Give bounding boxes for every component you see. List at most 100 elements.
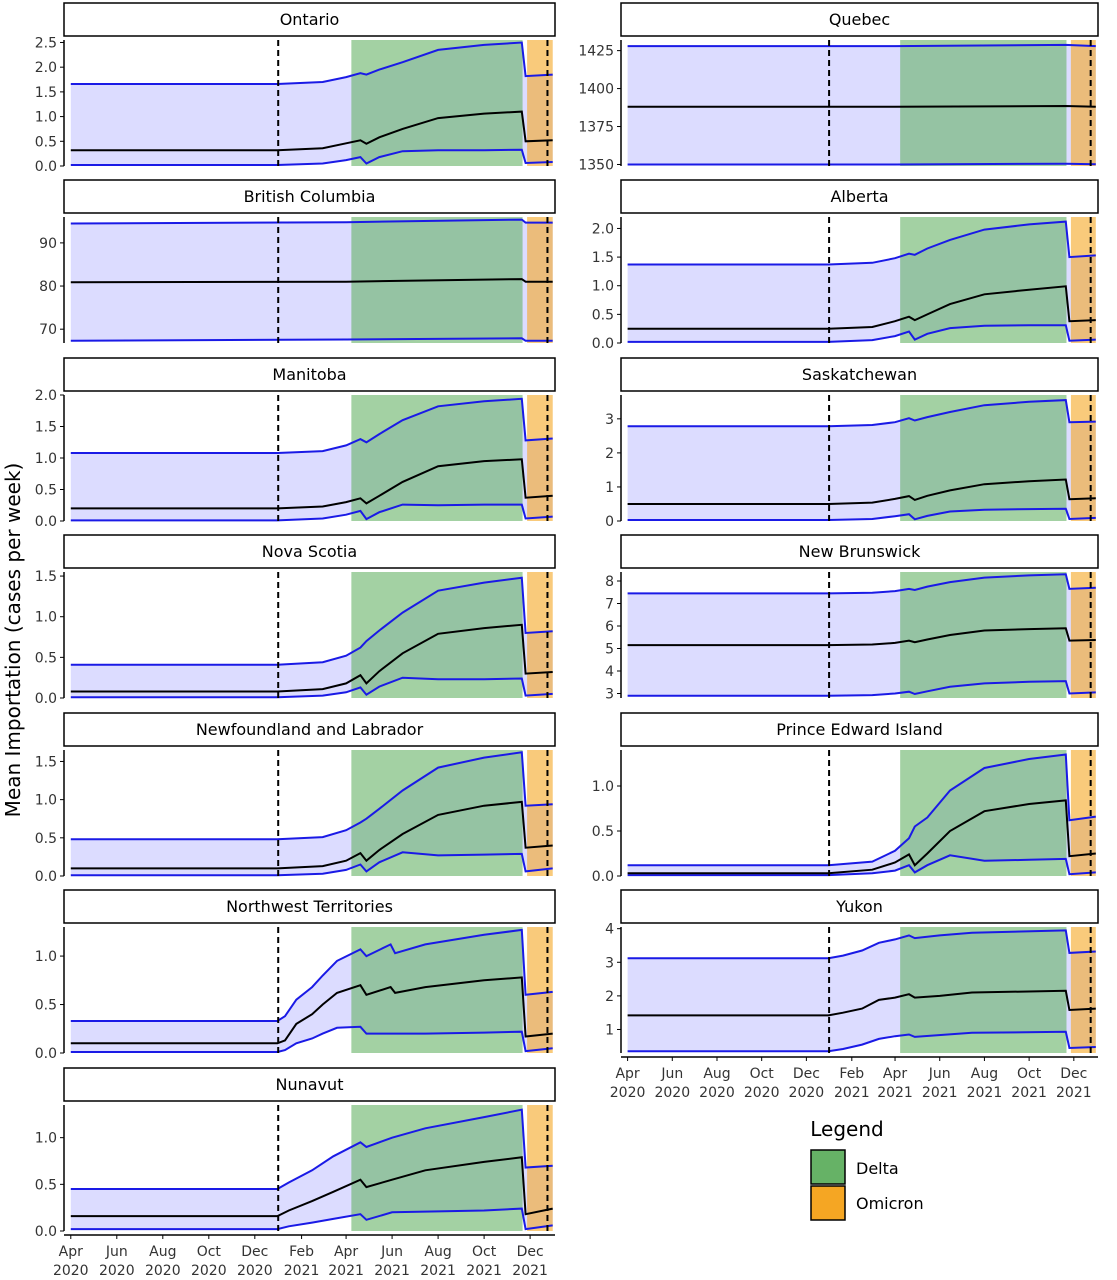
legend: Legend Delta Omicron	[810, 1117, 924, 1221]
mean-line	[627, 478, 1096, 505]
panel-title: British Columbia	[244, 187, 376, 206]
upper-bound-line	[627, 929, 1096, 960]
panel-strip	[63, 357, 556, 392]
x-tick-month: Jun	[928, 1066, 951, 1082]
y-tick-label: 2.0	[592, 221, 614, 237]
period-omicron	[1070, 750, 1096, 876]
panel-prince-edward-island: Prince Edward Island 0.0 0.5 1.0	[592, 712, 1099, 885]
y-tick-label: 2	[605, 446, 614, 462]
y-tick-label: 1400	[578, 82, 614, 98]
x-tick-month: Oct	[750, 1066, 775, 1082]
panel-ontario: Ontario 0.0 0.5 1.0 1.5 2.0 2.5	[35, 2, 556, 175]
upper-bound-line	[70, 397, 553, 454]
x-tick-month: Apr	[59, 1244, 83, 1260]
x-tick-month: Oct	[197, 1244, 222, 1260]
y-tick-label: 1.0	[592, 779, 614, 795]
y-tick-label: 2.0	[35, 60, 57, 76]
period-omicron	[1070, 927, 1096, 1053]
x-tick-month: Aug	[971, 1066, 998, 1082]
period-omicron	[527, 927, 553, 1053]
legend-label-delta: Delta	[856, 1159, 899, 1178]
y-tick-label: 0.5	[35, 650, 57, 666]
panels: Ontario0.00.51.01.52.02.5Quebec135013751…	[35, 2, 1099, 1279]
panel-strip	[63, 2, 556, 37]
x-tick-month: Aug	[149, 1244, 176, 1260]
period-delta	[900, 750, 1067, 876]
panel-title: Yukon	[835, 897, 883, 916]
panel-strip	[63, 534, 556, 569]
y-tick-label: 70	[39, 322, 57, 338]
lower-bound-line	[627, 854, 1096, 877]
mean-line	[70, 110, 553, 152]
x-tick-year: 2020	[744, 1085, 780, 1101]
panel-alberta: Alberta 0.0 0.5 1.0 1.5 2.0	[592, 179, 1099, 352]
y-tick-label: 2.5	[35, 35, 57, 51]
y-tick-label: 0.5	[35, 998, 57, 1014]
panel-title: Prince Edward Island	[776, 720, 943, 739]
period-omicron	[527, 395, 553, 521]
y-tick-label: 4	[605, 664, 614, 680]
lower-bound-line	[627, 1030, 1096, 1053]
mean-line	[70, 278, 553, 284]
lower-bound-line	[70, 503, 553, 522]
y-tick-label: 1375	[578, 120, 614, 136]
y-tick-label: 1.0	[35, 1131, 57, 1147]
lower-bound-line	[70, 676, 553, 699]
mean-line	[70, 623, 553, 693]
lower-bound-line	[627, 507, 1096, 521]
y-tick-label: 0.0	[35, 869, 57, 885]
panel-quebec: Quebec 1350 1375 1400 1425	[578, 2, 1099, 173]
x-tick-year: 2021	[328, 1263, 364, 1279]
y-tick-label: 1.5	[35, 420, 57, 436]
y-tick-label: 3	[605, 412, 614, 428]
panel-manitoba: Manitoba 0.0 0.5 1.0 1.5 2.0	[35, 357, 556, 530]
x-tick-year: 2020	[237, 1263, 273, 1279]
lower-bound-line	[627, 680, 1096, 697]
period-delta	[900, 40, 1067, 166]
panel-title: Alberta	[830, 187, 888, 206]
period-omicron	[1070, 395, 1096, 521]
panel-nova-scotia: Nova Scotia 0.0 0.5 1.0 1.5	[35, 534, 556, 707]
y-tick-label: 1.0	[35, 949, 57, 965]
y-tick-label: 0.0	[35, 691, 57, 707]
upper-bound-line	[70, 218, 553, 225]
x-tick-month: Oct	[472, 1244, 497, 1260]
y-tick-label: 0.5	[35, 1177, 57, 1193]
y-tick-label: 1.0	[35, 110, 57, 126]
panel-title: Saskatchewan	[802, 365, 917, 384]
panel-british-columbia: British Columbia 70 80 90	[39, 179, 556, 343]
legend-swatch-omicron	[810, 1185, 846, 1221]
y-tick-label: 1.5	[35, 569, 57, 585]
y-tick-label: 6	[605, 619, 614, 635]
x-tick-year: 2021	[466, 1263, 502, 1279]
y-tick-label: 80	[39, 279, 57, 295]
x-tick-month: Aug	[703, 1066, 730, 1082]
y-tick-label: 0.0	[35, 159, 57, 175]
lower-bound-line	[70, 851, 553, 877]
x-tick-year: 2020	[53, 1263, 89, 1279]
lower-bound-line	[627, 162, 1096, 166]
period-delta	[351, 395, 523, 521]
panel-northwest-territories: Northwest Territories 0.0 0.5 1.0	[35, 889, 556, 1062]
period-delta	[900, 395, 1067, 521]
panel-title: Nunavut	[276, 1075, 344, 1094]
panel-newfoundland-and-labrador: Newfoundland and Labrador 0.0 0.5 1.0 1.5	[35, 712, 556, 885]
panel-strip	[63, 889, 556, 924]
lower-bound-line	[70, 1207, 553, 1231]
lower-bound-line	[627, 324, 1096, 343]
y-tick-label: 3	[605, 687, 614, 703]
x-tick-year: 2021	[420, 1263, 456, 1279]
upper-bound-line	[70, 41, 553, 85]
legend-swatch-delta	[810, 1149, 846, 1185]
period-omicron	[527, 750, 553, 876]
y-tick-label: 1.0	[35, 793, 57, 809]
x-tick-month: Oct	[1017, 1066, 1042, 1082]
mean-line	[627, 627, 1096, 647]
x-tick-year: 2020	[789, 1085, 825, 1101]
y-tick-label: 4	[605, 922, 614, 938]
y-tick-label: 1425	[578, 44, 614, 60]
y-tick-label: 1	[605, 480, 614, 496]
x-tick-year: 2021	[374, 1263, 410, 1279]
legend-label-omicron: Omicron	[856, 1194, 924, 1213]
x-tick-month: Dec	[241, 1244, 268, 1260]
